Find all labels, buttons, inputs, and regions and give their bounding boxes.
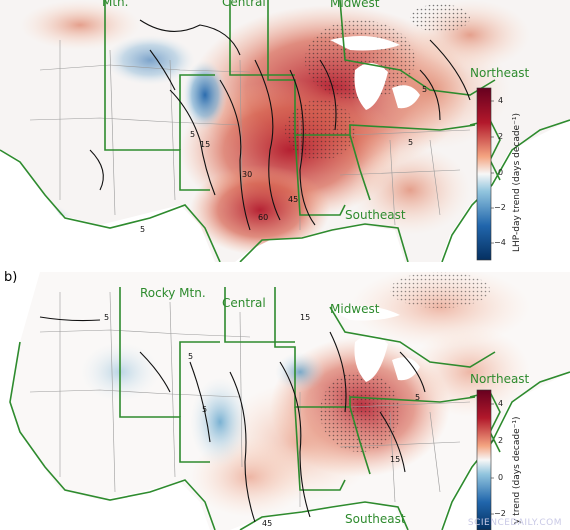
contour-label: 5 <box>140 225 145 234</box>
contour-label: 15 <box>390 455 400 464</box>
cbar-tick: 4 <box>498 96 504 105</box>
region-label-rocky: Rocky Mtn. <box>140 286 206 300</box>
contour-label: 5 <box>408 138 413 147</box>
panel-b-region-boundaries <box>9 287 570 530</box>
cbar-tick: −4 <box>494 238 506 247</box>
panel-b-map-graphic: 5 5 15 15 45 5 5 <box>9 272 570 530</box>
region-label-midwest: Midwest <box>330 302 380 316</box>
panel-a-map-graphic: 5 15 30 60 45 5 5 5 <box>0 0 570 262</box>
panel-a-land <box>0 0 570 262</box>
cbar-tick: 2 <box>498 132 504 141</box>
contour-label: 45 <box>288 195 298 204</box>
lake-michigan <box>354 62 388 110</box>
panel-a-map: 5 15 30 60 45 5 5 5 Mtn. Central Midwest… <box>0 0 570 262</box>
panel-b-contours <box>39 316 426 523</box>
panel-a-contour-labels: 5 15 30 60 45 5 5 5 <box>140 85 427 234</box>
cbar-tick: 0 <box>498 168 504 177</box>
panel-b-letter: b) <box>4 270 18 285</box>
colorbar-label: LHP-day trend (days decade⁻¹) <box>512 113 522 252</box>
region-label-rocky: Mtn. <box>102 0 129 9</box>
lake-huron <box>392 85 420 109</box>
contour-label: 30 <box>242 170 252 179</box>
lake-superior <box>330 36 400 51</box>
panel-a-contours <box>89 19 471 231</box>
contour-label: 5 <box>190 130 195 139</box>
contour-label: 5 <box>202 405 207 414</box>
region-label-central: Central <box>222 0 266 9</box>
cbar-tick: 2 <box>498 436 504 445</box>
contour-label: 5 <box>188 352 193 361</box>
cbar-tick: 0 <box>498 473 504 482</box>
lake-superior <box>330 306 400 321</box>
cbar-tick: 4 <box>498 399 504 408</box>
panel-b-colorbar <box>476 389 494 530</box>
contour-label: 45 <box>262 519 272 528</box>
region-label-northeast: Northeast <box>470 372 530 386</box>
region-label-southeast: Southeast <box>345 208 406 222</box>
watermark: SCIENCEDAILY.COM <box>467 518 562 528</box>
panel-b-contour-labels: 5 5 15 15 45 5 5 <box>104 313 420 528</box>
contour-label: 5 <box>415 393 420 402</box>
panel-a-region-boundaries <box>0 0 570 262</box>
panel-a-colorbar <box>476 87 494 261</box>
lake-michigan <box>354 334 388 382</box>
contour-label: 5 <box>422 85 427 94</box>
panel-a-state-borders <box>29 40 471 230</box>
colorbar-label: y trend (days decade⁻¹) <box>512 416 522 524</box>
panel-b-map: 5 5 15 15 45 5 5 b) Rocky Mtn. Central M… <box>0 262 570 530</box>
region-label-midwest: Midwest <box>330 0 380 10</box>
contour-label: 15 <box>300 313 310 322</box>
contour-label: 15 <box>200 140 210 149</box>
cbar-tick: −2 <box>494 203 506 212</box>
region-label-southeast: Southeast <box>345 512 406 526</box>
cbar-tick: −2 <box>494 509 506 518</box>
lake-huron <box>392 357 420 381</box>
region-label-northeast: Northeast <box>470 66 530 80</box>
contour-label: 60 <box>258 213 268 222</box>
contour-label: 5 <box>104 313 109 322</box>
region-label-central: Central <box>222 296 266 310</box>
